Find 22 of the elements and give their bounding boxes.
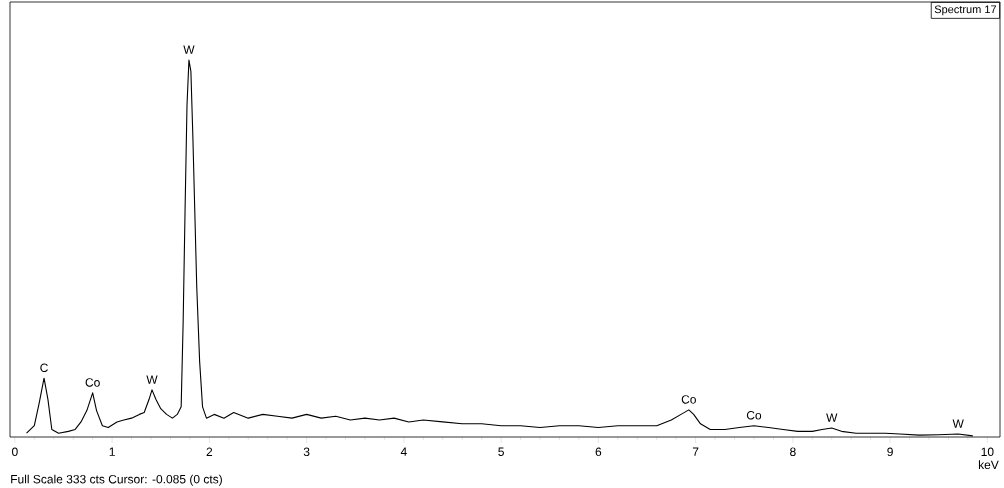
x-tick-label: 1 (109, 447, 115, 456)
text: Full Scale 333 cts Cursor: -0.085 (0 cts) (11, 474, 222, 486)
x-tick-label: 6 (595, 447, 602, 457)
annotation: Co (746, 411, 762, 420)
x-tick-label: 2 (206, 447, 213, 456)
annotation: Co (681, 395, 696, 404)
x-tick-label: 9 (887, 447, 893, 457)
x-tick-label: 7 (692, 447, 699, 456)
annotation: W (183, 45, 195, 54)
annotation: Co (85, 378, 100, 387)
x-tick-label: 3 (303, 447, 310, 457)
x-tick-label: 4 (400, 447, 407, 456)
x-tick-label: 8 (790, 447, 796, 457)
chart-title: Spectrum 17 (934, 5, 997, 16)
annotation: W (952, 419, 964, 428)
x-axis-title: keV (978, 460, 999, 470)
x-tick-label: 0 (12, 447, 18, 457)
x-tick-label: 5 (498, 447, 504, 456)
annotation: W (826, 413, 838, 422)
annotation: W (146, 375, 158, 384)
annotation: C (40, 363, 48, 372)
x-tick-label: 10 (981, 447, 994, 457)
